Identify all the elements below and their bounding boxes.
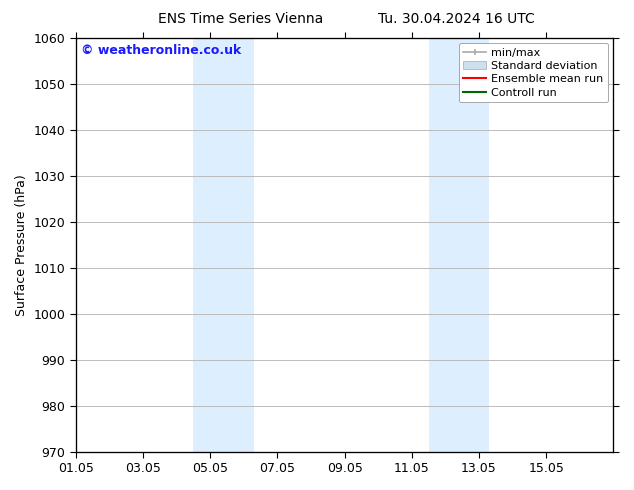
Text: ENS Time Series Vienna: ENS Time Series Vienna	[158, 12, 323, 26]
Legend: min/max, Standard deviation, Ensemble mean run, Controll run: min/max, Standard deviation, Ensemble me…	[459, 43, 608, 102]
Y-axis label: Surface Pressure (hPa): Surface Pressure (hPa)	[15, 174, 28, 316]
Text: © weatheronline.co.uk: © weatheronline.co.uk	[81, 44, 242, 57]
Bar	[193, 38, 254, 452]
Bar	[429, 38, 489, 452]
Text: Tu. 30.04.2024 16 UTC: Tu. 30.04.2024 16 UTC	[378, 12, 535, 26]
